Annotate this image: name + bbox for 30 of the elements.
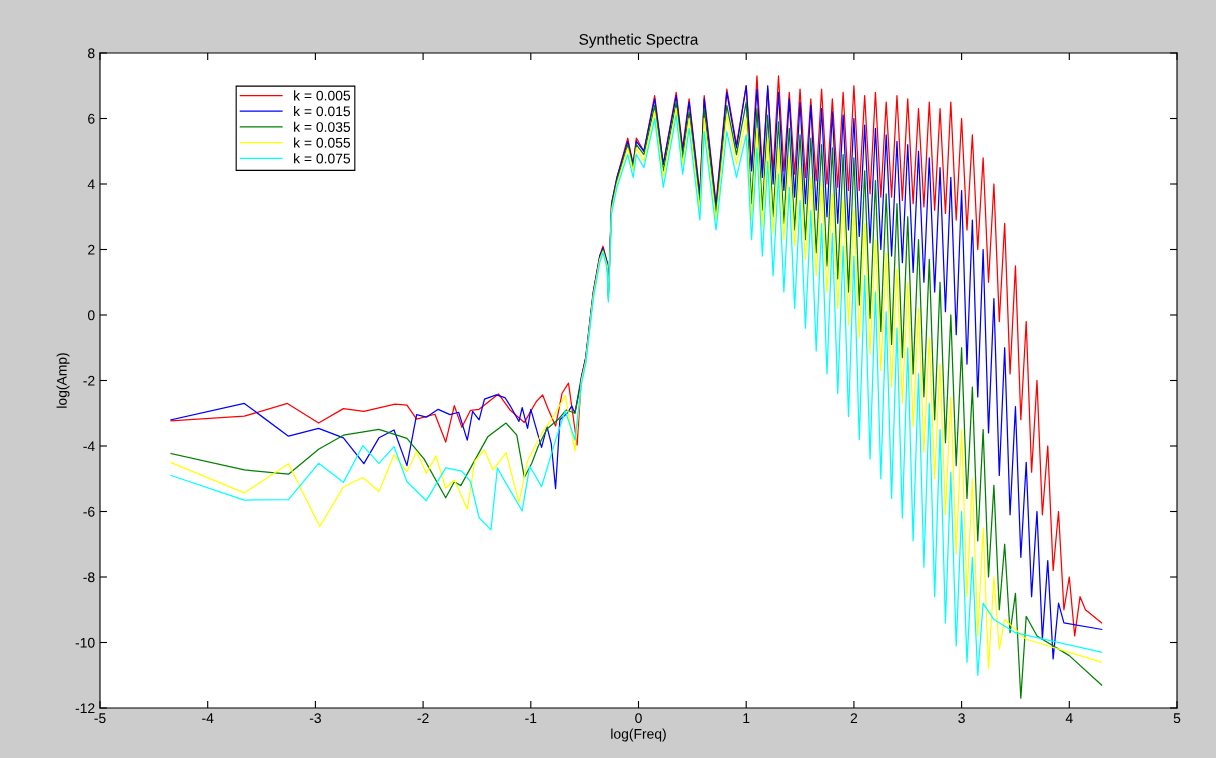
x-tick-label: 1: [743, 713, 750, 723]
x-tick-label: 5: [1173, 713, 1181, 724]
y-tick-label: -10: [75, 637, 95, 648]
y-tick-label: -12: [75, 703, 95, 714]
legend-label: k = 0.055: [294, 137, 351, 148]
y-axis-title: log(Amp): [56, 353, 70, 408]
legend-label: k = 0.035: [294, 121, 351, 132]
x-tick-label: -3: [309, 713, 321, 724]
x-tick-label: 3: [958, 713, 965, 724]
y-tick-label: 0: [87, 310, 95, 321]
x-tick-label: -2: [417, 713, 429, 723]
x-tick-label: 0: [635, 713, 642, 724]
x-tick-label: 4: [1065, 713, 1073, 723]
y-tick-label: 8: [88, 48, 95, 59]
y-tick-label: 2: [88, 244, 95, 255]
x-tick-label: -5: [94, 713, 106, 724]
y-tick-label: 4: [87, 179, 95, 190]
legend-label: k = 0.075: [294, 153, 351, 164]
chart-title: Synthetic Spectra: [579, 33, 699, 48]
y-tick-label: -8: [83, 572, 95, 583]
legend-label: k = 0.015: [294, 106, 351, 117]
x-tick-label: -1: [525, 713, 537, 723]
y-tick-label: -6: [83, 506, 95, 517]
legend-label: k = 0.005: [294, 90, 351, 101]
x-tick-label: -4: [202, 713, 214, 723]
y-tick-label: -4: [83, 441, 95, 452]
x-axis-title: log(Freq): [611, 728, 666, 742]
x-tick-label: 2: [850, 713, 858, 723]
y-tick-label: -2: [83, 375, 95, 386]
y-tick-label: 6: [88, 113, 95, 124]
